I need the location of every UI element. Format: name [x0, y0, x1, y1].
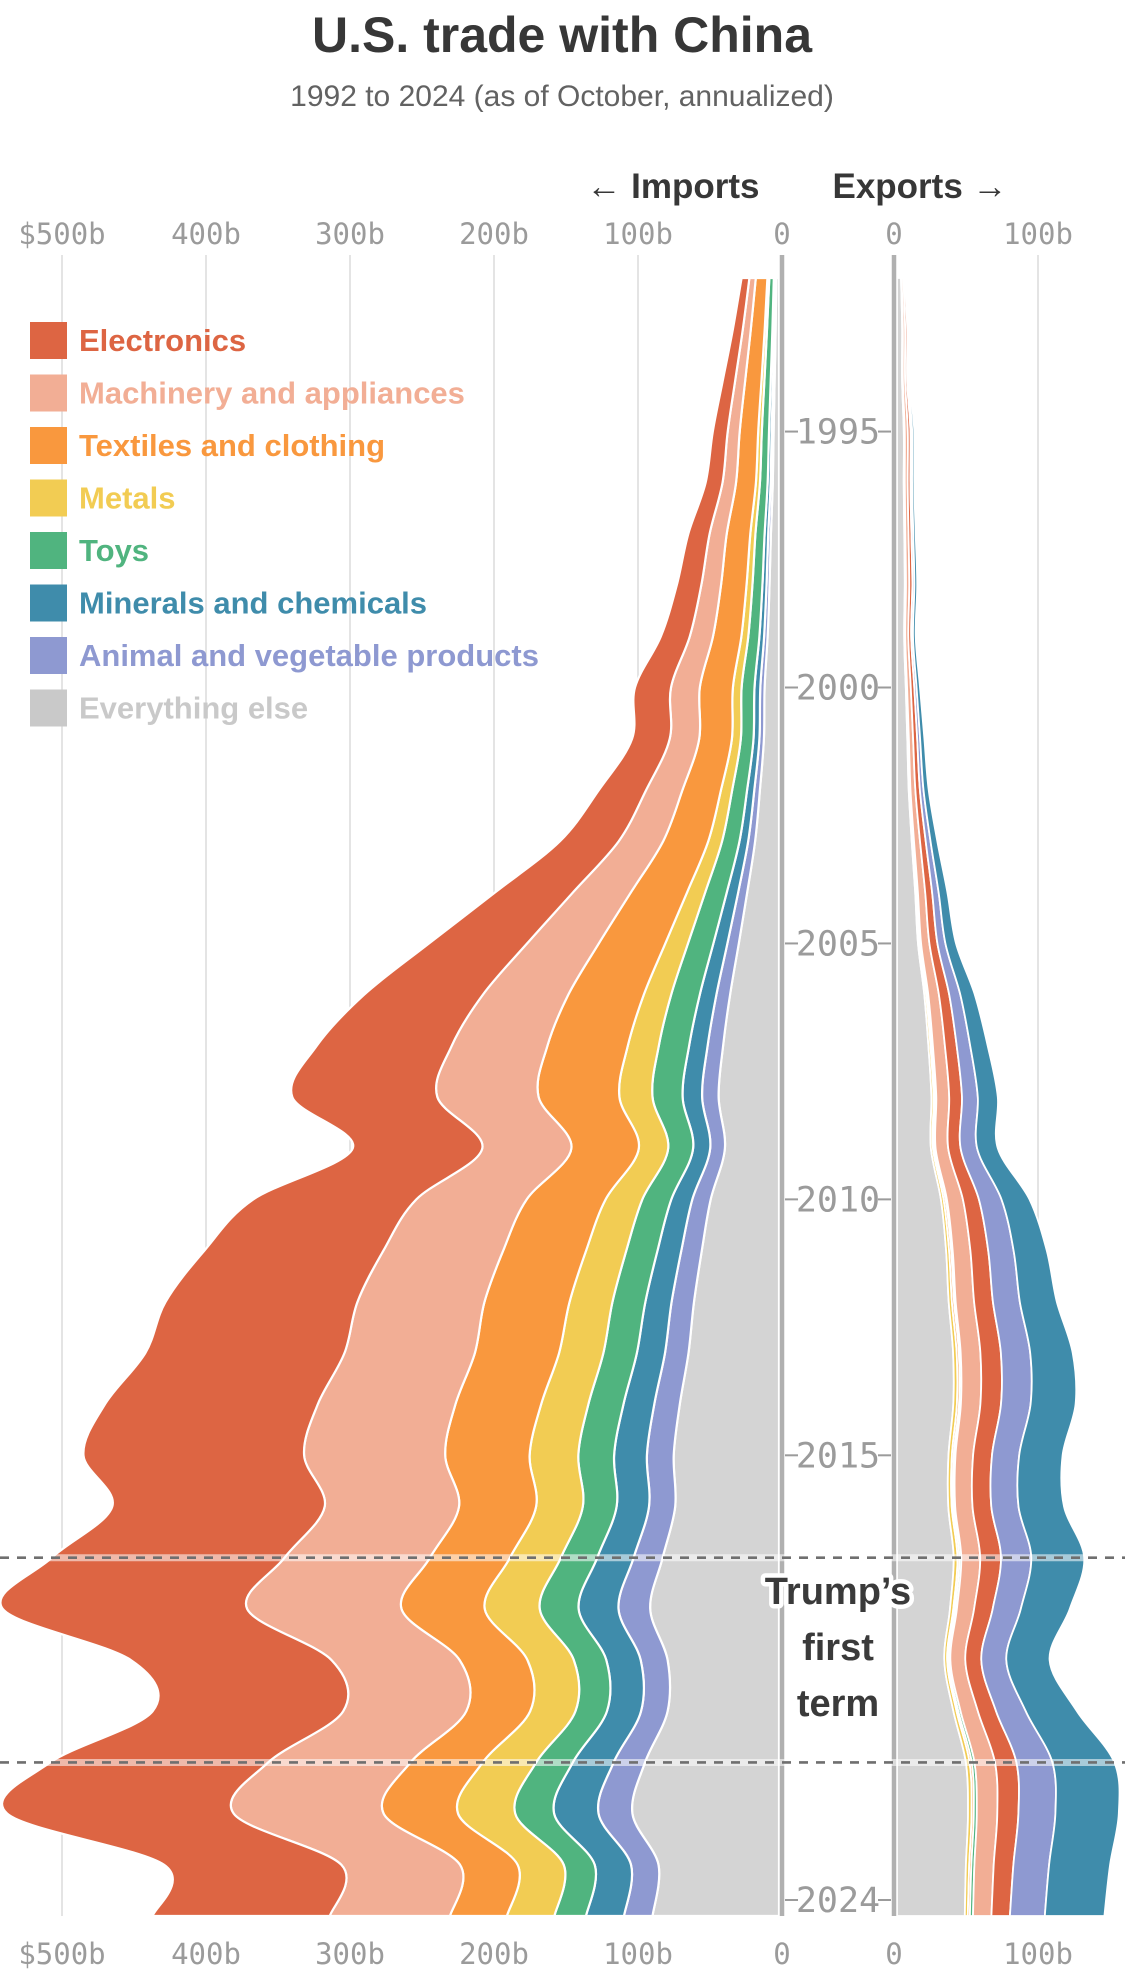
legend-item-minerals_chemicals: Minerals and chemicals	[30, 584, 427, 622]
legend-label-machinery_appliances: Machinery and appliances	[79, 376, 465, 411]
year-label-1995: 1995	[796, 413, 880, 453]
annotation-line-2: term	[797, 1683, 879, 1725]
legend-swatch-electronics	[30, 322, 67, 359]
annotation-layer: Trump’s first term	[0, 1554, 1125, 1766]
legend-item-metals: Metals	[30, 479, 175, 517]
zero-axes-layer	[779, 255, 897, 1916]
exports-band-minerals_chemicals	[905, 277, 1121, 1917]
bottom-import-tick-0b: 0	[773, 1937, 790, 1971]
stream-bands-layer	[0, 276, 1121, 1918]
top-import-tick-0b: 0	[773, 217, 790, 251]
legend-item-everything_else: Everything else	[30, 689, 308, 727]
imports-band-electronics	[0, 276, 751, 1918]
bottom-export-tick-100b: 100b	[1003, 1937, 1073, 1971]
top-export-tick-0b: 0	[885, 217, 902, 251]
top-import-tick-400b: 400b	[171, 217, 241, 251]
legend-item-electronics: Electronics	[30, 322, 246, 359]
legend-label-animal_vegetable: Animal and vegetable products	[79, 638, 539, 673]
legend-swatch-textiles_clothing	[30, 427, 67, 464]
legend-swatch-everything_else	[30, 689, 67, 727]
bottom-import-tick-200b: 200b	[459, 1937, 529, 1971]
exports-direction-label: Exports →	[832, 167, 1007, 206]
page-title: U.S. trade with China	[312, 7, 813, 63]
annotation-line-0: Trump’s	[765, 1571, 911, 1613]
legend-item-animal_vegetable: Animal and vegetable products	[30, 637, 539, 674]
legend-swatch-metals	[30, 479, 67, 517]
top-import-tick-300b: 300b	[315, 217, 385, 251]
bottom-import-tick-300b: 300b	[315, 1937, 385, 1971]
legend-swatch-minerals_chemicals	[30, 584, 67, 622]
year-label-2015: 2015	[796, 1436, 880, 1476]
year-label-2000: 2000	[796, 669, 880, 709]
legend-item-machinery_appliances: Machinery and appliances	[30, 374, 465, 412]
top-import-tick-200b: 200b	[459, 217, 529, 251]
top-export-tick-100b: 100b	[1003, 217, 1073, 251]
year-label-2010: 2010	[796, 1180, 880, 1220]
imports-direction-label: ← Imports	[586, 167, 759, 206]
legend-swatch-animal_vegetable	[30, 637, 67, 674]
top-import-tick-100b: 100b	[603, 217, 673, 251]
legend-item-toys: Toys	[30, 532, 149, 569]
trump-first-term-annotation: Trump’s first term	[765, 1571, 911, 1725]
legend-swatch-toys	[30, 532, 67, 569]
top-import-tick-500b: $500b	[18, 217, 105, 251]
year-labels-layer: 1995 2000 2005 2010 2015 2024	[785, 413, 891, 1921]
tick-labels-layer: $500b 400b 300b 200b 100b 0 0 100b $500b 400b 300b…	[18, 217, 1073, 1971]
bottom-export-tick-0b: 0	[885, 1937, 902, 1971]
legend-layer: Electronics Machinery and appliances Texti…	[30, 322, 539, 727]
legend-label-minerals_chemicals: Minerals and chemicals	[79, 586, 427, 621]
legend-label-textiles_clothing: Textiles and clothing	[79, 428, 385, 463]
year-label-2005: 2005	[796, 924, 880, 964]
legend-label-toys: Toys	[79, 533, 149, 568]
annotation-line-1: first	[802, 1627, 874, 1669]
legend-item-textiles_clothing: Textiles and clothing	[30, 427, 385, 464]
legend-label-electronics: Electronics	[79, 323, 246, 358]
bottom-import-tick-100b: 100b	[603, 1937, 673, 1971]
legend-label-metals: Metals	[79, 481, 175, 516]
year-label-2024: 2024	[796, 1881, 880, 1921]
bottom-import-tick-400b: 400b	[171, 1937, 241, 1971]
legend-swatch-machinery_appliances	[30, 374, 67, 412]
bottom-import-tick-500b: $500b	[18, 1937, 105, 1971]
page-subtitle: 1992 to 2024 (as of October, annualized)	[290, 80, 834, 113]
legend-label-everything_else: Everything else	[79, 691, 308, 726]
